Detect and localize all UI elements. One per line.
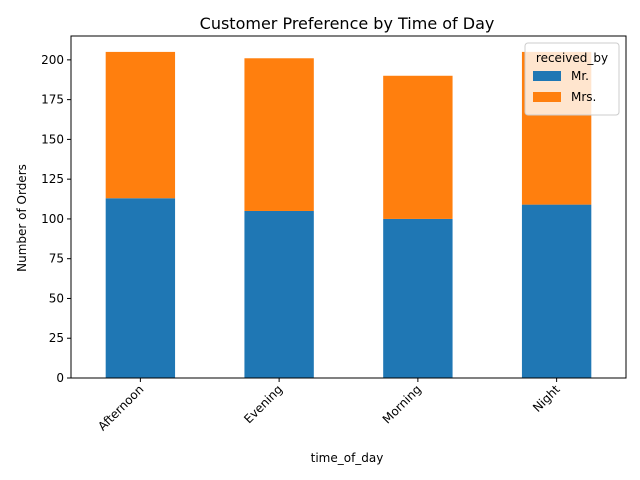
bar-mrs-afternoon (105, 51, 176, 199)
y-tick-label: 75 (49, 252, 64, 266)
plot-frame (70, 35, 627, 379)
legend-items: Mr. Mrs. (533, 69, 596, 104)
y-tick-label: 125 (41, 172, 64, 186)
y-tick-label: 150 (41, 132, 64, 146)
bars-group (105, 51, 592, 378)
legend-label-mr: Mr. (571, 69, 589, 83)
x-tick-label-afternoon: Afternoon (95, 382, 146, 433)
chart-title: Customer Preference by Time of Day (200, 14, 495, 33)
bar-mr-morning (383, 218, 453, 378)
legend: received_by Mr. Mrs. (524, 42, 620, 116)
bar-mr-afternoon (105, 198, 176, 378)
y-tick-label: 0 (56, 371, 64, 385)
y-tick-label: 100 (41, 212, 64, 226)
legend-title: received_by (536, 51, 608, 65)
legend-label-mrs: Mrs. (571, 90, 596, 104)
x-axis-label: time_of_day (311, 451, 384, 465)
bar-mrs-evening (244, 58, 314, 211)
y-tick-label: 50 (49, 291, 64, 305)
y-tick-label: 175 (41, 93, 64, 107)
x-tick-label-morning: Morning (380, 382, 424, 426)
x-tick-label-evening: Evening (241, 382, 285, 426)
bar-mr-evening (244, 210, 314, 378)
y-axis-label: Number of Orders (15, 164, 29, 272)
y-tick-label: 25 (49, 331, 64, 345)
x-tick-label-night: Night (530, 382, 563, 415)
bar-mrs-morning (383, 75, 453, 219)
y-tick-label: 200 (41, 53, 64, 67)
legend-swatch-mr (533, 71, 561, 81)
y-axis-ticks: 0 25 50 75 100 125 150 175 200 (41, 53, 71, 385)
x-axis-ticks: Afternoon Evening Morning Night (95, 378, 563, 433)
bar-mr-night (521, 204, 592, 378)
legend-swatch-mrs (533, 92, 561, 102)
